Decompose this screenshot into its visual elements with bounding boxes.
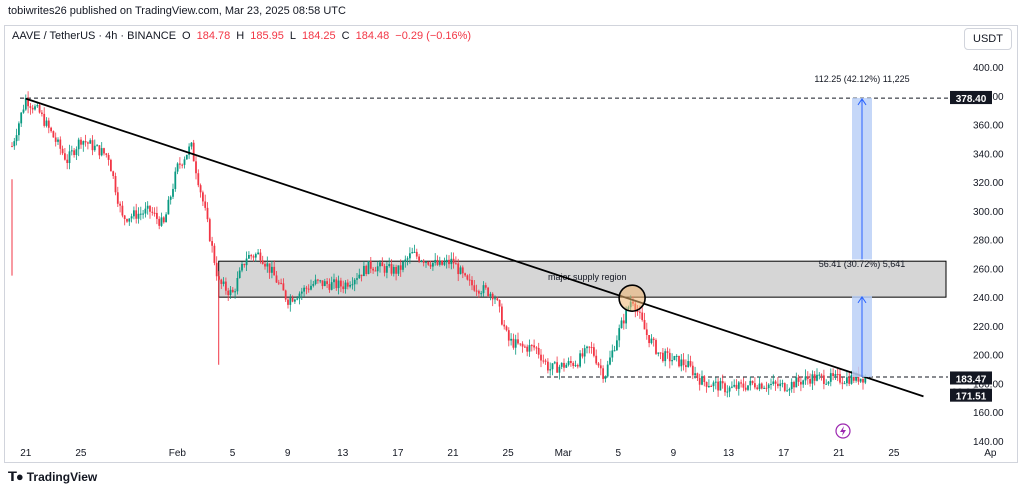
chart-frame [4,25,1018,463]
low-label: L [289,30,296,42]
open-label: O [182,30,191,42]
close-label: C [341,30,350,42]
high-value: 185.95 [250,30,284,42]
tradingview-mark-icon: 𝗧● [8,469,24,484]
symbol-label[interactable]: AAVE / TetherUS · 4h · BINANCE [12,30,177,42]
open-value: 184.78 [196,30,231,42]
attribution-text: tobiwrites26 published on TradingView.co… [8,5,346,17]
currency-button[interactable]: USDT [964,28,1012,50]
tradingview-logo[interactable]: 𝗧● TradingView [8,469,97,485]
low-value: 184.25 [302,30,336,42]
close-value: 184.48 [355,30,390,42]
change-value: −0.29 (−0.16%) [395,30,472,42]
symbol-legend: AAVE / TetherUS · 4h · BINANCE O 184.78 H… [12,30,471,42]
brand-label: TradingView [26,470,98,484]
high-label: H [236,30,245,42]
